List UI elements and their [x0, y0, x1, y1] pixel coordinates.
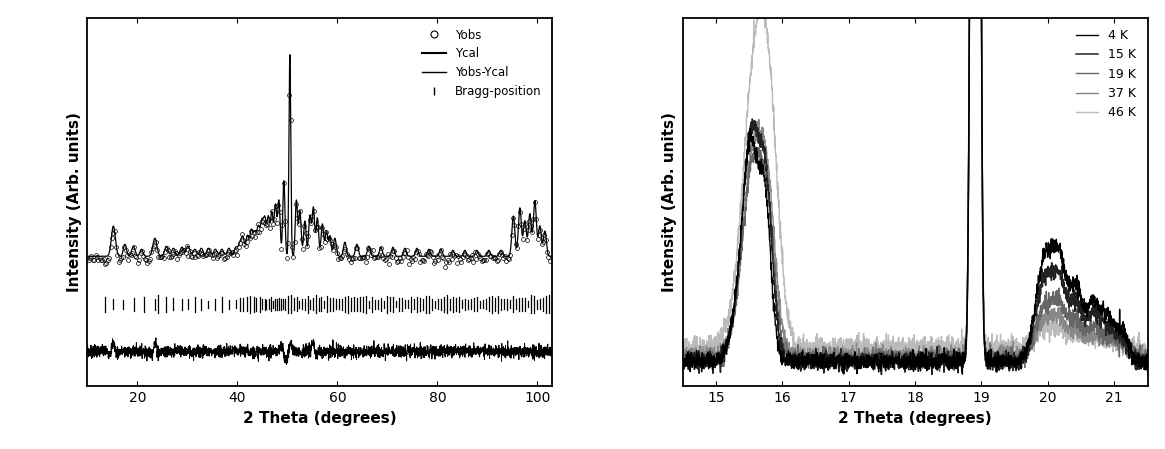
- 15 K: [1141, 352, 1155, 358]
- 4 K: [1141, 369, 1155, 374]
- 46 K: [1128, 350, 1142, 355]
- 46 K: [939, 361, 953, 367]
- 4 K: [1043, 246, 1057, 251]
- Line: 4 K: 4 K: [683, 0, 1148, 374]
- 15 K: [676, 360, 690, 365]
- 15 K: [890, 358, 904, 364]
- 15 K: [1128, 353, 1142, 358]
- 15 K: [1043, 274, 1057, 280]
- 19 K: [699, 361, 713, 366]
- 37 K: [699, 354, 713, 360]
- 46 K: [1043, 322, 1057, 328]
- Y-axis label: Intensity (Arb. units): Intensity (Arb. units): [662, 112, 677, 292]
- Line: 15 K: 15 K: [683, 0, 1148, 374]
- Line: 19 K: 19 K: [683, 0, 1148, 371]
- 37 K: [1128, 352, 1142, 358]
- 19 K: [933, 369, 947, 374]
- Y-axis label: Intensity (Arb. units): Intensity (Arb. units): [66, 112, 82, 292]
- 46 K: [1128, 339, 1142, 344]
- 4 K: [676, 358, 690, 364]
- Legend: 4 K, 15 K, 19 K, 37 K, 46 K: 4 K, 15 K, 19 K, 37 K, 46 K: [1071, 24, 1142, 124]
- 4 K: [889, 359, 903, 365]
- 19 K: [676, 355, 690, 360]
- 37 K: [1043, 316, 1057, 321]
- Legend: Yobs, Ycal, Yobs-Ycal, Bragg-position: Yobs, Ycal, Yobs-Ycal, Bragg-position: [417, 24, 546, 103]
- 19 K: [1141, 357, 1155, 363]
- X-axis label: 2 Theta (degrees): 2 Theta (degrees): [243, 410, 396, 426]
- 37 K: [676, 353, 690, 359]
- X-axis label: 2 Theta (degrees): 2 Theta (degrees): [839, 410, 991, 426]
- 4 K: [955, 371, 969, 377]
- Line: 37 K: 37 K: [683, 0, 1148, 370]
- 4 K: [1128, 361, 1142, 366]
- 15 K: [875, 372, 889, 377]
- 46 K: [699, 343, 713, 348]
- 19 K: [1043, 304, 1057, 309]
- 19 K: [1128, 352, 1142, 358]
- 37 K: [890, 352, 904, 357]
- 4 K: [1128, 350, 1142, 355]
- 19 K: [889, 357, 903, 362]
- 46 K: [1141, 347, 1155, 352]
- 46 K: [902, 342, 916, 348]
- Line: 46 K: 46 K: [683, 0, 1148, 364]
- 19 K: [1128, 344, 1142, 349]
- 37 K: [1128, 356, 1142, 361]
- 4 K: [699, 356, 713, 361]
- 46 K: [889, 340, 903, 345]
- 15 K: [1128, 355, 1142, 361]
- 37 K: [821, 367, 835, 373]
- 37 K: [1141, 352, 1155, 357]
- 4 K: [902, 361, 916, 367]
- 15 K: [902, 355, 916, 361]
- 46 K: [676, 341, 690, 347]
- 15 K: [699, 359, 713, 365]
- 19 K: [902, 364, 916, 370]
- 37 K: [902, 346, 916, 351]
